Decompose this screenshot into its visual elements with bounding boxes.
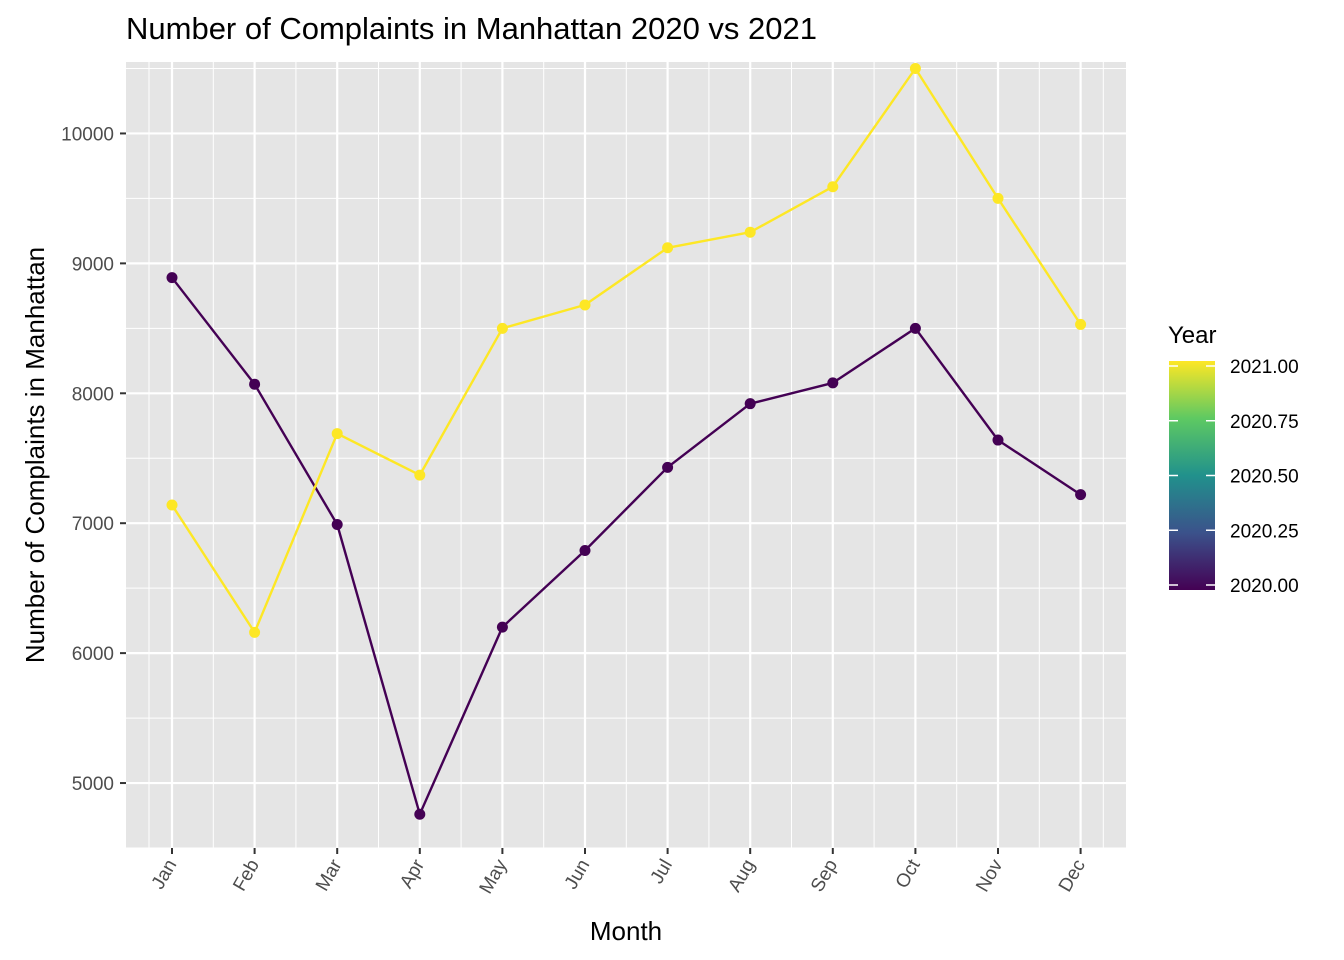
data-point-2021 bbox=[827, 181, 839, 193]
data-point-2020 bbox=[414, 808, 426, 820]
data-point-2020 bbox=[827, 377, 839, 389]
data-point-2021 bbox=[249, 626, 261, 638]
data-point-2020 bbox=[662, 461, 674, 473]
y-tick-label: 5000 bbox=[72, 774, 114, 795]
colorbar-label: 2021.00 bbox=[1230, 357, 1299, 378]
colorbar-label: 2020.75 bbox=[1230, 412, 1299, 433]
x-tick-label: Jun bbox=[561, 856, 595, 893]
y-tick-label: 9000 bbox=[72, 254, 114, 275]
x-tick-label: Nov bbox=[972, 856, 1007, 896]
y-tick-label: 10000 bbox=[61, 124, 114, 145]
y-axis-title: Number of Complaints in Manhattan bbox=[20, 247, 50, 663]
series-lines bbox=[166, 62, 1087, 820]
data-point-2020 bbox=[992, 434, 1004, 446]
x-tick-label: May bbox=[476, 856, 512, 898]
data-point-2021 bbox=[1075, 318, 1087, 330]
data-point-2021 bbox=[579, 299, 591, 311]
data-point-2020 bbox=[579, 544, 591, 556]
x-tick-label: Sep bbox=[807, 856, 842, 896]
x-tick-label: Aug bbox=[724, 856, 759, 896]
colorbar-label: 2020.25 bbox=[1230, 521, 1299, 542]
data-point-2021 bbox=[414, 469, 426, 481]
x-tick-label: Apr bbox=[396, 855, 429, 892]
x-axis-title: Month bbox=[590, 916, 662, 946]
data-point-2021 bbox=[992, 192, 1004, 204]
legend-ticks: 2021.00 2020.75 2020.50 2020.25 2020.00 bbox=[1169, 357, 1299, 597]
y-tick-label: 7000 bbox=[72, 514, 114, 535]
data-point-2021 bbox=[744, 226, 756, 238]
x-tick-label: Mar bbox=[312, 855, 347, 894]
data-point-2020 bbox=[744, 398, 756, 410]
data-point-2020 bbox=[496, 621, 508, 633]
x-tick-label: Oct bbox=[892, 855, 925, 892]
data-point-2021 bbox=[166, 499, 178, 511]
series-2020 bbox=[166, 272, 1087, 820]
x-tick-label: Dec bbox=[1055, 856, 1090, 896]
data-point-2021 bbox=[662, 242, 674, 254]
data-point-2021 bbox=[331, 428, 343, 440]
data-point-2021 bbox=[496, 322, 508, 334]
x-tick-label: Jan bbox=[148, 856, 182, 893]
data-point-2020 bbox=[1075, 489, 1087, 501]
colorbar-label: 2020.00 bbox=[1230, 576, 1299, 597]
data-point-2020 bbox=[166, 272, 178, 284]
series-line-2020 bbox=[171, 276, 1082, 816]
legend-title: Year bbox=[1168, 322, 1217, 349]
colorbar-label: 2020.50 bbox=[1230, 467, 1299, 488]
series-2021 bbox=[166, 62, 1087, 638]
data-point-2020 bbox=[909, 322, 921, 334]
chart-title: Number of Complaints in Manhattan 2020 v… bbox=[126, 11, 817, 46]
series-line-2021 bbox=[170, 67, 1082, 634]
x-tick-label: Jul bbox=[647, 856, 677, 888]
data-point-2020 bbox=[331, 519, 343, 531]
data-point-2021 bbox=[909, 62, 921, 74]
legend: Year 2021.00 2020.75 2020.50 2020.25 2020.00 bbox=[1168, 322, 1299, 597]
x-tick-label: Feb bbox=[229, 856, 264, 895]
y-tick-label: 8000 bbox=[72, 384, 114, 405]
data-point-2020 bbox=[249, 378, 261, 390]
y-tick-label: 6000 bbox=[72, 644, 114, 665]
